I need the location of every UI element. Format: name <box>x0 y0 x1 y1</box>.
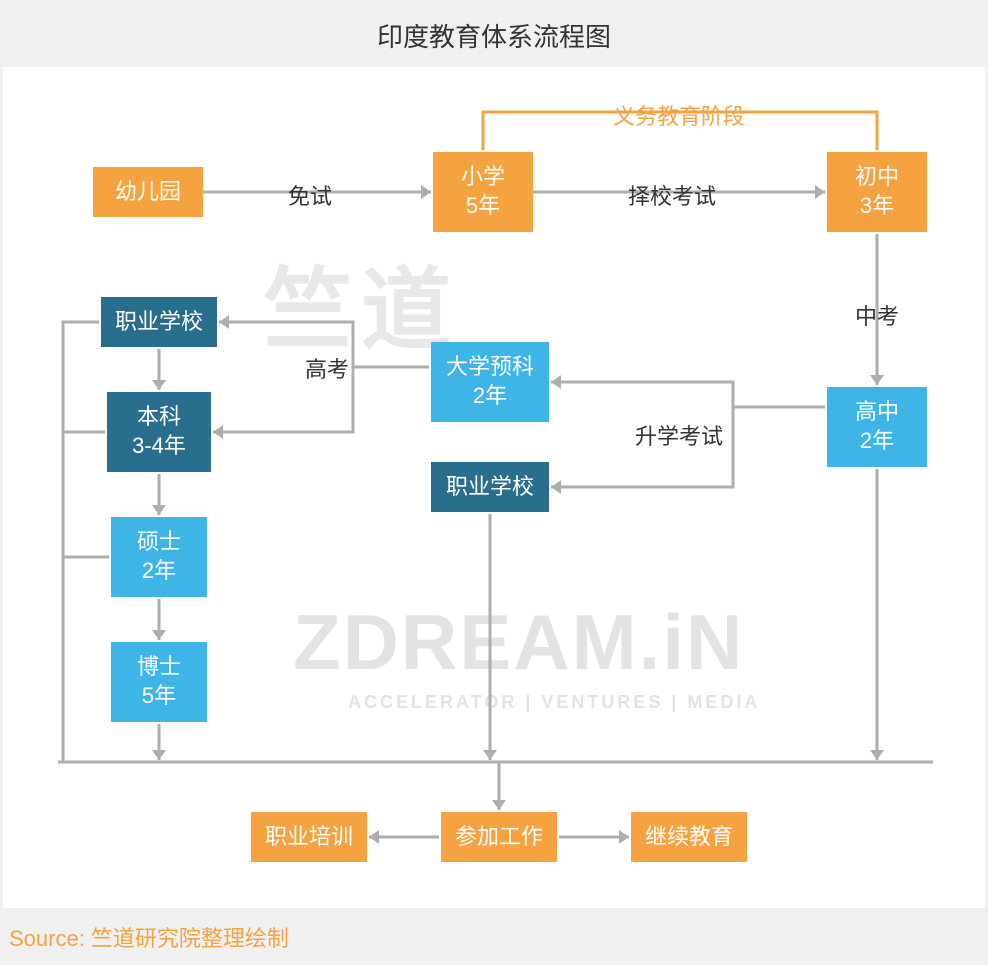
node-sublabel: 5年 <box>142 682 176 711</box>
node-label: 职业学校 <box>115 308 203 337</box>
label-gaokao: 高考 <box>305 352 349 384</box>
node-phd: 博士5年 <box>111 642 207 722</box>
node-preuni: 大学预科2年 <box>431 342 549 422</box>
source-footer: Source: 竺道研究院整理绘制 <box>3 908 985 962</box>
node-label: 参加工作 <box>455 823 543 852</box>
node-senior: 高中2年 <box>827 387 927 467</box>
node-label: 继续教育 <box>645 823 733 852</box>
node-primary: 小学5年 <box>433 152 533 232</box>
node-sublabel: 2年 <box>473 382 507 411</box>
node-label: 初中 <box>855 163 899 192</box>
title-text: 印度教育体系流程图 <box>377 17 611 54</box>
node-sublabel: 2年 <box>142 557 176 586</box>
watermark-brand: ZDREAM.iN <box>293 597 744 688</box>
node-sublabel: 3年 <box>860 192 894 221</box>
canvas: 竺道 ZDREAM.iN ACCELERATOR | VENTURES | ME… <box>3 67 985 887</box>
node-continue: 继续教育 <box>631 812 747 862</box>
node-vocational2: 职业学校 <box>431 462 549 512</box>
watermark-brand-sub: ACCELERATOR | VENTURES | MEDIA <box>348 692 760 713</box>
label-promo_exam: 升学考试 <box>635 419 723 451</box>
label-compulsory: 义务教育阶段 <box>613 99 745 131</box>
edge-senior_to_pre <box>551 382 825 407</box>
node-junior: 初中3年 <box>827 152 927 232</box>
node-label: 高中 <box>855 398 899 427</box>
node-vocational1: 职业学校 <box>101 297 217 347</box>
node-sublabel: 5年 <box>466 192 500 221</box>
source-text: Source: 竺道研究院整理绘制 <box>9 921 289 953</box>
node-label: 幼儿园 <box>115 178 181 207</box>
edge-left_rail_v1 <box>63 322 99 762</box>
node-label: 本科 <box>137 403 181 432</box>
node-bachelor: 本科3-4年 <box>107 392 211 472</box>
label-exam_free: 免试 <box>288 179 332 211</box>
label-school_exam: 择校考试 <box>628 179 716 211</box>
node-label: 职业学校 <box>446 473 534 502</box>
node-label: 小学 <box>461 163 505 192</box>
node-sublabel: 3-4年 <box>132 432 186 461</box>
node-kindergarten: 幼儿园 <box>93 167 203 217</box>
node-label: 大学预科 <box>446 353 534 382</box>
diagram-frame: 印度教育体系流程图 竺道 ZDREAM.iN ACCELERATOR | VEN… <box>0 0 988 965</box>
watermark-logo-text: 竺道 <box>263 237 459 367</box>
node-sublabel: 2年 <box>860 427 894 456</box>
node-label: 硕士 <box>137 528 181 557</box>
node-master: 硕士2年 <box>111 517 207 597</box>
node-training: 职业培训 <box>251 812 367 862</box>
node-label: 博士 <box>137 653 181 682</box>
node-label: 职业培训 <box>265 823 353 852</box>
title-bar: 印度教育体系流程图 <box>3 3 985 67</box>
label-zhongkao: 中考 <box>855 299 899 331</box>
node-work: 参加工作 <box>441 812 557 862</box>
